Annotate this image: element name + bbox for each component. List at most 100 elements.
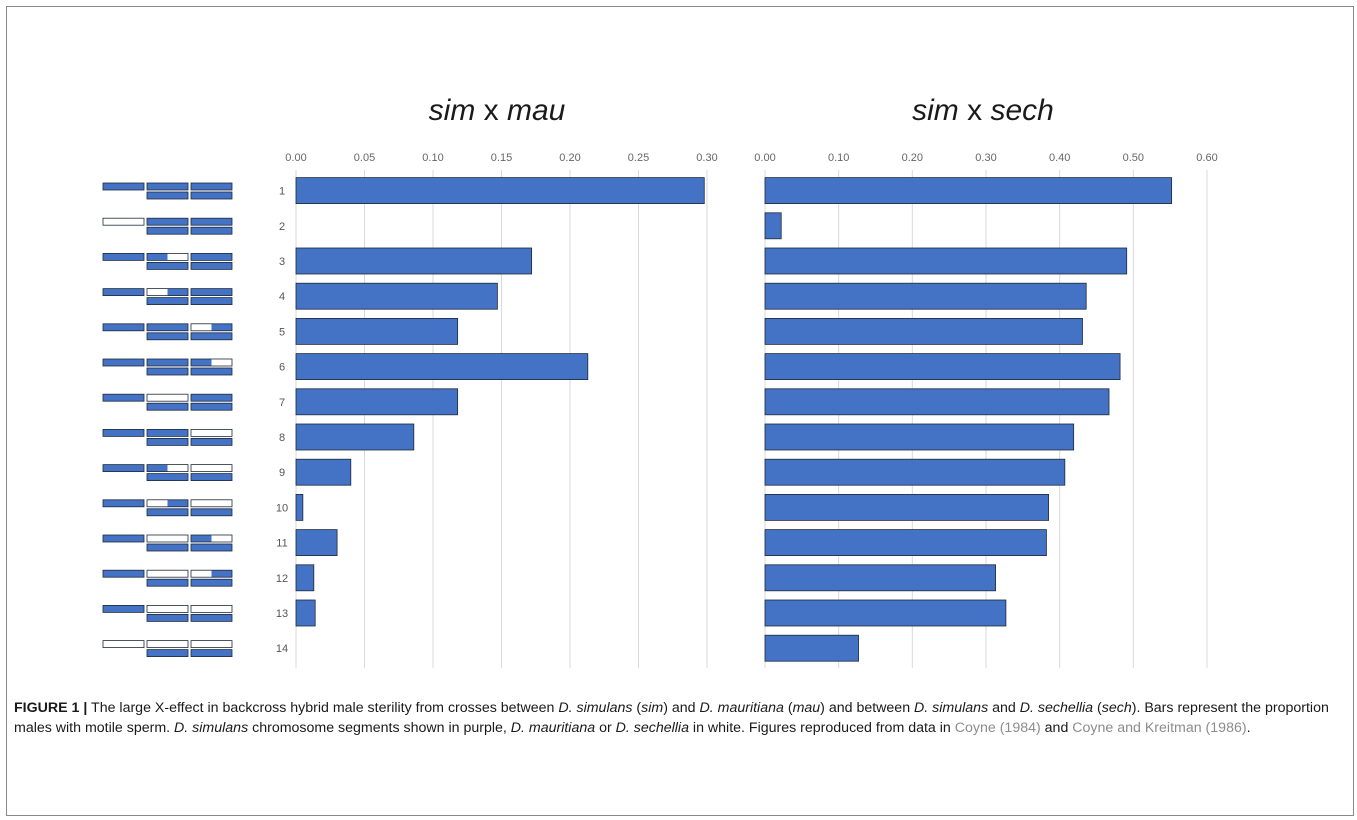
- chromosome-outline: [146, 578, 189, 587]
- simulans-segment: [147, 253, 168, 261]
- bar-3: [295, 247, 533, 275]
- simulans-segment: [147, 368, 188, 375]
- x-tick-label: 0.05: [354, 152, 375, 164]
- x-tick-label: 0.15: [491, 152, 512, 164]
- other-species-segment: [191, 499, 232, 507]
- simulans-segment: [147, 332, 188, 340]
- bar-6: [295, 353, 589, 381]
- genotype-row: [102, 569, 233, 587]
- row-label: 6: [279, 362, 285, 374]
- chromosome-outline: [146, 217, 189, 226]
- chromosome-outline: [190, 578, 233, 587]
- chromosome-outline: [190, 473, 233, 482]
- chromosome-outline: [146, 332, 189, 341]
- citation-link[interactable]: Coyne (1984): [954, 720, 1041, 736]
- bar-9: [764, 458, 1066, 486]
- other-species-segment: [147, 499, 168, 507]
- x-tick-label: 0.20: [902, 152, 923, 164]
- panel-title: sim x mau: [429, 94, 566, 127]
- bar-1: [764, 177, 1173, 205]
- chromosome-outline: [146, 261, 189, 270]
- genotype-row: [102, 323, 233, 341]
- row-label: 4: [279, 291, 285, 303]
- bar-8: [764, 423, 1075, 451]
- genotype-row: [102, 288, 233, 306]
- title-part: sim: [912, 94, 959, 127]
- bar-4: [295, 282, 498, 310]
- other-species-segment: [147, 535, 188, 542]
- row-label: 5: [279, 326, 285, 338]
- simulans-segment: [103, 605, 144, 613]
- other-species-segment: [211, 535, 232, 542]
- other-species-segment: [191, 640, 232, 648]
- bar-5: [295, 317, 459, 345]
- caption-italic: D. mauritiana: [699, 700, 784, 716]
- simulans-segment: [191, 368, 232, 375]
- other-species-segment: [191, 570, 212, 578]
- simulans-segment: [103, 323, 144, 331]
- other-species-segment: [147, 394, 188, 402]
- x-tick-label: 0.25: [628, 152, 649, 164]
- simulans-segment: [147, 227, 188, 235]
- chromosome-outline: [146, 402, 189, 411]
- x-tick-label: 0.30: [696, 152, 717, 164]
- other-species-segment: [191, 429, 232, 437]
- bar-10: [295, 493, 304, 521]
- simulans-segment: [191, 579, 232, 587]
- genotype-row: [102, 358, 233, 376]
- caption-italic: D. simulans: [174, 720, 249, 736]
- simulans-segment: [147, 473, 188, 481]
- simulans-segment: [147, 192, 188, 199]
- simulans-segment: [191, 253, 232, 261]
- simulans-segment: [103, 464, 144, 472]
- chromosome-outline: [102, 499, 145, 508]
- x-tick-label: 0.10: [422, 152, 443, 164]
- simulans-segment: [211, 570, 232, 578]
- chromosome-outline: [146, 614, 189, 622]
- caption-text: The large X-effect in backcross hybrid m…: [87, 700, 559, 716]
- chromosome-outline: [102, 428, 145, 437]
- simulans-segment: [191, 192, 232, 199]
- caption-text: (: [1093, 700, 1102, 716]
- row-label: 1: [279, 186, 285, 198]
- chromosome-outline: [190, 605, 233, 613]
- genotype-row: [102, 428, 233, 446]
- simulans-segment: [103, 394, 144, 402]
- figure-label: FIGURE 1 |: [14, 700, 88, 716]
- chromosome-outline: [146, 367, 189, 376]
- chromosome-outline: [146, 393, 189, 402]
- other-species-segment: [147, 288, 168, 296]
- chromosome-outline: [146, 288, 189, 297]
- simulans-segment: [211, 323, 232, 331]
- caption-italic: D. sechellia: [1019, 700, 1094, 716]
- chromosome-outline: [146, 182, 189, 191]
- simulans-segment: [147, 323, 188, 331]
- simulans-segment: [103, 359, 144, 366]
- chromosome-outline: [102, 605, 145, 613]
- bar-1: [295, 177, 705, 205]
- simulans-segment: [147, 508, 188, 516]
- row-label: 3: [279, 256, 285, 268]
- simulans-segment: [191, 218, 232, 226]
- simulans-segment: [147, 464, 168, 472]
- chromosome-outline: [102, 640, 145, 648]
- chart-panel-2: sim x sech 0.00 0.10 0.20 0.30 0.40 0.50 0.60: [754, 94, 1218, 668]
- other-species-segment: [191, 605, 232, 613]
- chromosome-outline: [146, 437, 189, 446]
- chromosome-outline: [190, 297, 233, 306]
- chromosome-outline: [190, 499, 233, 508]
- genotype-row: [102, 217, 233, 235]
- caption-italic: D. sechellia: [615, 720, 689, 736]
- bar-10: [764, 493, 1050, 521]
- caption-text: (: [783, 700, 793, 716]
- genotype-row: [102, 464, 233, 482]
- caption-italic: D. simulans: [914, 700, 989, 716]
- simulans-segment: [147, 649, 188, 657]
- chromosome-outline: [190, 508, 233, 517]
- simulans-segment: [191, 544, 232, 551]
- citation-link[interactable]: Coyne and Kreitman (1986): [1072, 720, 1247, 736]
- bar-6: [764, 353, 1121, 381]
- other-species-segment: [211, 359, 232, 366]
- bar-8: [295, 423, 415, 451]
- other-species-segment: [191, 323, 212, 331]
